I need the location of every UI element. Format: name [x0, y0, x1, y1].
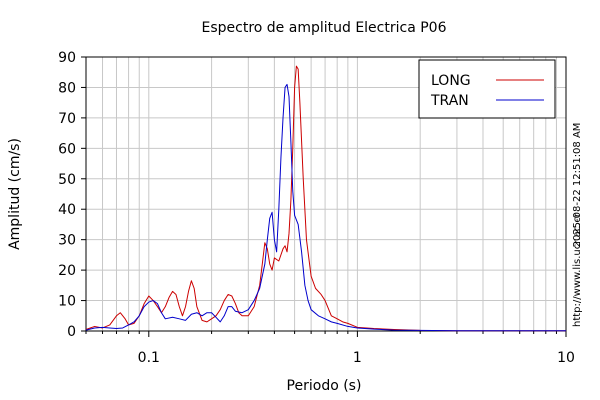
y-tick-label: 40: [58, 202, 76, 218]
plot-frame: [85, 56, 567, 332]
x-tick-label: 1: [353, 350, 362, 366]
chart-title: Espectro de amplitud Electrica P06: [202, 20, 447, 36]
y-axis-ticks: 0 10 20 30 40 50 60 70 80 90: [58, 50, 86, 340]
y-tick-label: 50: [58, 172, 76, 188]
legend-label-tran: TRAN: [430, 93, 469, 109]
y-tick-label: 90: [58, 50, 76, 66]
x-tick-label: 10: [557, 350, 575, 366]
legend-label-long: LONG: [431, 73, 471, 89]
x-tick-label: 0.1: [138, 350, 160, 366]
series-line-tran: [85, 83, 566, 332]
x-axis-label: Periodo (s): [287, 378, 362, 394]
source-url-text: http://www.lis.ucr.ac.cr: [572, 212, 583, 327]
x-axis-ticks: 0.1 1 10: [85, 331, 575, 366]
timestamp-text: 2025-08-22 12:51:08 AM: [572, 123, 583, 248]
y-tick-label: 80: [58, 80, 76, 96]
legend: LONG TRAN: [418, 59, 556, 119]
y-tick-label: 10: [58, 294, 76, 310]
series-layer: [85, 65, 566, 332]
y-tick-label: 30: [58, 233, 76, 249]
y-tick-label: 70: [58, 111, 76, 127]
y-tick-label: 20: [58, 263, 76, 279]
legend-box: [418, 59, 556, 119]
y-tick-label: 0: [67, 324, 76, 340]
y-tick-label: 60: [58, 141, 76, 157]
y-axis-label: Amplitud (cm/s): [7, 138, 23, 250]
